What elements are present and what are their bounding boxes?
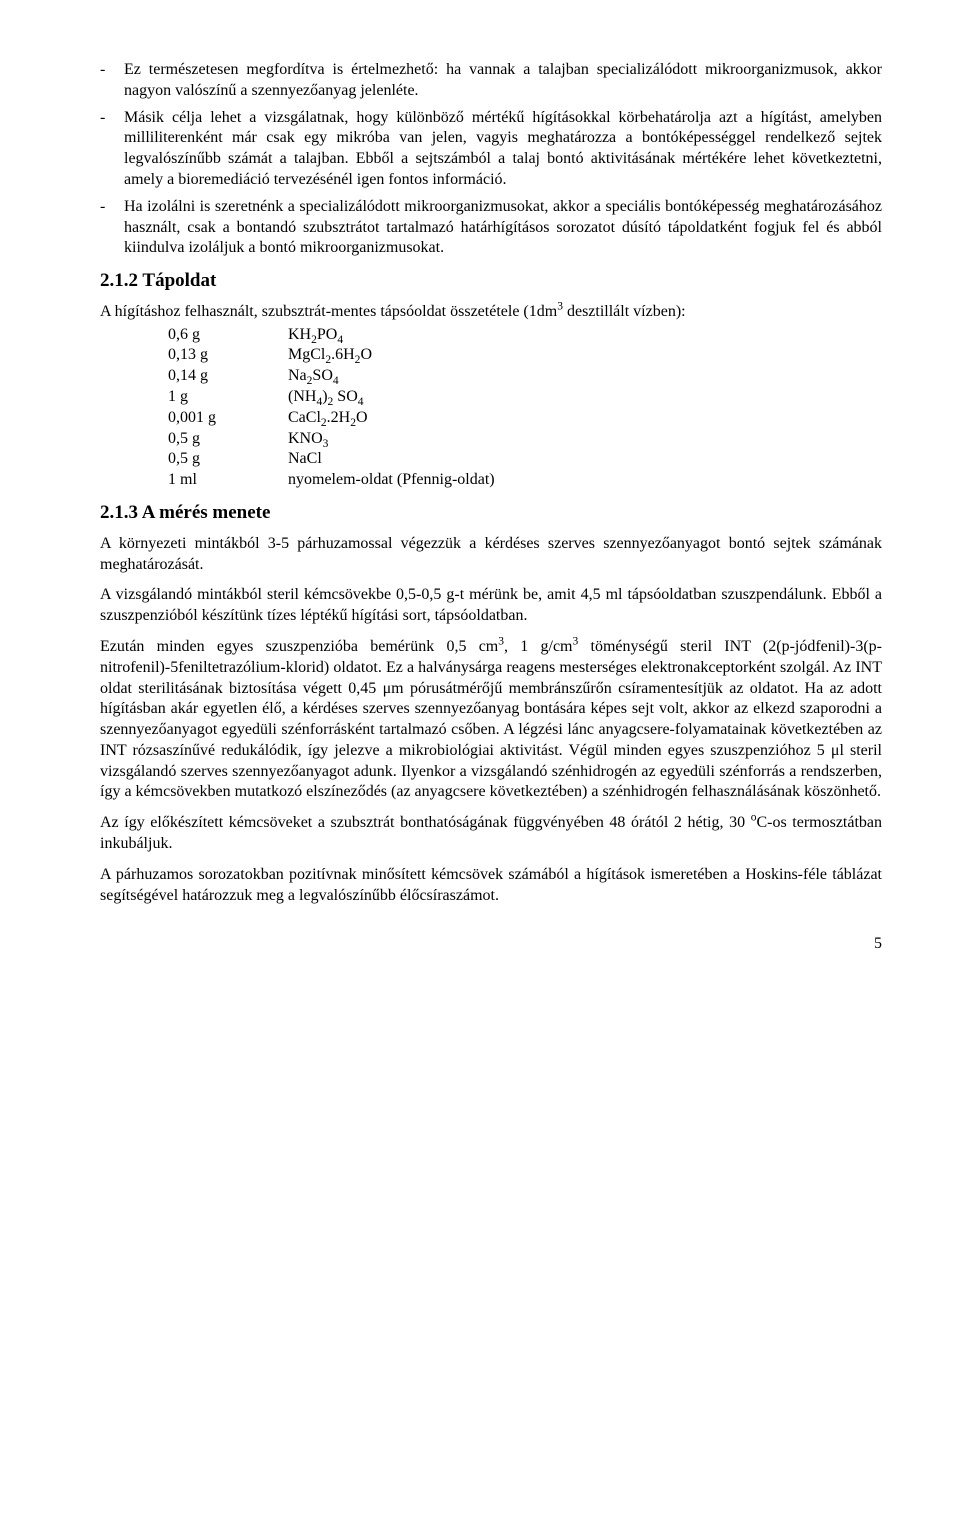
ingredient-substance: MgCl2.6H2O: [288, 345, 372, 366]
bullet-dash: -: [100, 60, 124, 102]
ingredient-substance: KH2PO4: [288, 325, 343, 346]
body-paragraph: A párhuzamos sorozatokban pozitívnak min…: [100, 865, 882, 907]
ingredient-qty: 1 g: [168, 387, 288, 408]
body-paragraph: Ezután minden egyes szuszpenzióba bemérü…: [100, 637, 882, 803]
bullet-dash: -: [100, 197, 124, 259]
ingredient-row: 0,13 gMgCl2.6H2O: [100, 345, 882, 366]
ingredients-list: 0,6 gKH2PO4 0,13 gMgCl2.6H2O 0,14 gNa2SO…: [100, 325, 882, 491]
ingredient-qty: 0,6 g: [168, 325, 288, 346]
ingredient-qty: 0,14 g: [168, 366, 288, 387]
ingredient-row: 1 mlnyomelem-oldat (Pfennig-oldat): [100, 470, 882, 491]
intro-text: A hígításhoz felhasznált, szubsztrát-men…: [100, 303, 557, 320]
body-paragraph: A környezeti mintákból 3-5 párhuzamossal…: [100, 534, 882, 576]
ingredient-substance: (NH4)2 SO4: [288, 387, 364, 408]
ingredient-substance: CaCl2.2H2O: [288, 408, 368, 429]
ingredient-substance: nyomelem-oldat (Pfennig-oldat): [288, 470, 495, 491]
bullet-item: - Másik célja lehet a vizsgálatnak, hogy…: [100, 108, 882, 191]
ingredient-row: 0,6 gKH2PO4: [100, 325, 882, 346]
ingredient-qty: 0,5 g: [168, 429, 288, 450]
ingredient-substance: KNO3: [288, 429, 328, 450]
ingredient-row: 1 g(NH4)2 SO4: [100, 387, 882, 408]
section-heading-meres-menete: 2.1.3 A mérés menete: [100, 501, 882, 526]
ingredient-substance: NaCl: [288, 449, 322, 470]
bullet-item: - Ha izolálni is szeretnénk a specializá…: [100, 197, 882, 259]
ingredient-row: 0,001 gCaCl2.2H2O: [100, 408, 882, 429]
bullet-item: - Ez természetesen megfordítva is értelm…: [100, 60, 882, 102]
bullet-text: Másik célja lehet a vizsgálatnak, hogy k…: [124, 108, 882, 191]
ingredient-qty: 0,5 g: [168, 449, 288, 470]
bullet-text: Ha izolálni is szeretnénk a specializáló…: [124, 197, 882, 259]
ingredient-row: 0,5 gNaCl: [100, 449, 882, 470]
ingredient-substance: Na2SO4: [288, 366, 339, 387]
ingredient-qty: 0,13 g: [168, 345, 288, 366]
body-paragraph: Az így előkészített kémcsöveket a szubsz…: [100, 813, 882, 855]
page-number: 5: [100, 934, 882, 955]
tapoldat-intro: A hígításhoz felhasznált, szubsztrát-men…: [100, 302, 882, 323]
body-paragraph: A vizsgálandó mintákból steril kémcsövek…: [100, 585, 882, 627]
bullet-dash: -: [100, 108, 124, 191]
ingredient-row: 0,5 gKNO3: [100, 429, 882, 450]
bullet-text: Ez természetesen megfordítva is értelmez…: [124, 60, 882, 102]
intro-tail: desztillált vízben):: [563, 303, 686, 320]
section-heading-tapoldat: 2.1.2 Tápoldat: [100, 269, 882, 294]
ingredient-row: 0,14 gNa2SO4: [100, 366, 882, 387]
ingredient-qty: 0,001 g: [168, 408, 288, 429]
ingredient-qty: 1 ml: [168, 470, 288, 491]
